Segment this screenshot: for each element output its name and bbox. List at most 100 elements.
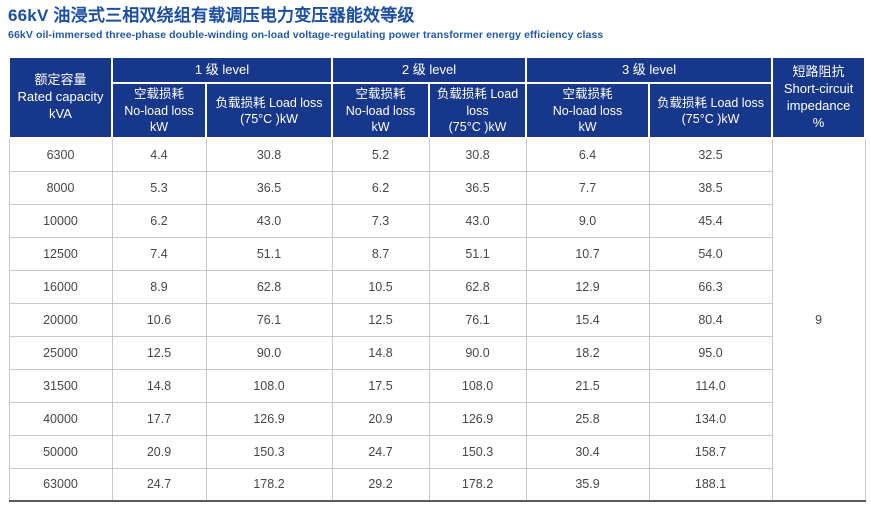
cell-l2-load: 51.1 xyxy=(428,236,527,271)
cell-capacity: 10000 xyxy=(8,203,113,238)
cell-l1-noload: 12.5 xyxy=(111,335,207,370)
cell-l3-noload: 15.4 xyxy=(525,302,650,337)
col-group-level-3: 3 级 level xyxy=(525,56,774,85)
cell-l1-noload: 7.4 xyxy=(111,236,207,271)
cell-l3-load: 80.4 xyxy=(648,302,773,337)
cell-l2-noload: 7.3 xyxy=(331,203,430,238)
cell-l3-load: 54.0 xyxy=(648,236,773,271)
cell-l1-noload: 20.9 xyxy=(111,434,207,469)
table-row: 6300 4.4 30.8 5.2 30.8 6.4 32.5 9 xyxy=(8,137,866,502)
cell-l3-noload: 25.8 xyxy=(525,401,650,436)
header-group-row: 额定容量 Rated capacity kVA 1 级 level 2 级 le… xyxy=(8,56,867,140)
col-header-l1-load: 负载损耗 Load loss (75°C )kW xyxy=(204,82,334,140)
cell-l1-load: 150.3 xyxy=(205,434,333,469)
cell-l1-noload: 17.7 xyxy=(111,401,207,436)
cell-l2-noload: 14.8 xyxy=(331,335,430,370)
table-row: 50000 20.9 150.3 24.7 150.3 30.4 158.7 xyxy=(8,434,865,469)
cell-l2-noload: 24.7 xyxy=(331,434,430,469)
cell-l3-noload: 21.5 xyxy=(525,368,650,403)
cell-l3-noload: 35.9 xyxy=(525,467,650,502)
cell-l2-noload: 12.5 xyxy=(331,302,430,337)
cell-l3-load: 188.1 xyxy=(648,467,773,502)
cell-l2-noload: 20.9 xyxy=(331,401,430,436)
cell-l3-load: 66.3 xyxy=(648,269,773,304)
cell-l1-load: 76.1 xyxy=(205,302,333,337)
cell-l2-load: 30.8 xyxy=(428,137,527,172)
header-sub-row: 空载损耗 No-load loss kW 负载损耗 Load loss (75°… xyxy=(9,82,865,140)
cell-l1-noload: 10.6 xyxy=(111,302,207,337)
cell-l1-load: 30.8 xyxy=(205,137,333,172)
cell-capacity: 31500 xyxy=(8,368,113,403)
cell-l1-load: 126.9 xyxy=(205,401,333,436)
cell-l1-noload: 5.3 xyxy=(111,170,207,205)
table-row: 16000 8.9 62.8 10.5 62.8 12.9 66.3 xyxy=(8,269,865,304)
cell-l2-noload: 5.2 xyxy=(331,137,430,172)
col-group-level-1: 1 级 level xyxy=(110,56,334,85)
cell-l1-noload: 6.2 xyxy=(111,203,207,238)
table-row: 63000 24.7 178.2 29.2 178.2 35.9 188.1 xyxy=(8,467,865,502)
cell-l1-load: 90.0 xyxy=(205,335,333,370)
cell-l2-noload: 17.5 xyxy=(331,368,430,403)
cell-l2-load: 36.5 xyxy=(428,170,527,205)
table-row: 20000 10.6 76.1 12.5 76.1 15.4 80.4 xyxy=(8,302,865,337)
cell-l2-noload: 6.2 xyxy=(331,170,430,205)
cell-impedance-value: 9 xyxy=(771,137,866,502)
cell-l2-noload: 29.2 xyxy=(331,467,430,502)
cell-l1-noload: 8.9 xyxy=(111,269,207,304)
col-header-l2-noload: 空载损耗 No-load loss kW xyxy=(331,82,431,140)
table-row: 12500 7.4 51.1 8.7 51.1 10.7 54.0 xyxy=(8,236,865,271)
cell-capacity: 20000 xyxy=(8,302,113,337)
cell-l2-load: 178.2 xyxy=(428,467,527,502)
cell-capacity: 63000 xyxy=(8,467,113,502)
cell-l1-load: 178.2 xyxy=(205,467,333,502)
cell-l1-noload: 4.4 xyxy=(111,137,207,172)
table-row: 8000 5.3 36.5 6.2 36.5 7.7 38.5 xyxy=(8,170,865,205)
col-header-l2-load: 负载损耗 Load loss (75°C )kW xyxy=(428,82,528,140)
cell-l3-load: 114.0 xyxy=(648,368,773,403)
col-header-impedance: 短路阻抗 Short-circuit impedance % xyxy=(771,56,867,140)
cell-l2-load: 43.0 xyxy=(428,203,527,238)
cell-capacity: 12500 xyxy=(8,236,113,271)
cell-l2-load: 126.9 xyxy=(428,401,527,436)
col-header-l1-noload: 空载损耗 No-load loss kW xyxy=(111,82,207,140)
cell-capacity: 25000 xyxy=(8,335,113,370)
cell-l1-load: 43.0 xyxy=(205,203,333,238)
table-header: 额定容量 Rated capacity kVA 1 级 level 2 级 le… xyxy=(8,56,867,140)
cell-l3-load: 158.7 xyxy=(648,434,773,469)
cell-l3-load: 45.4 xyxy=(648,203,773,238)
cell-l2-load: 76.1 xyxy=(428,302,527,337)
cell-capacity: 6300 xyxy=(8,137,113,172)
col-header-l3-load: 负载损耗 Load loss (75°C )kW xyxy=(648,82,774,140)
cell-l1-load: 62.8 xyxy=(205,269,333,304)
table-row: 10000 6.2 43.0 7.3 43.0 9.0 45.4 xyxy=(8,203,865,238)
table-row: 40000 17.7 126.9 20.9 126.9 25.8 134.0 xyxy=(8,401,865,436)
cell-l3-noload: 9.0 xyxy=(525,203,650,238)
cell-l2-noload: 10.5 xyxy=(331,269,430,304)
cell-l1-noload: 24.7 xyxy=(111,467,207,502)
cell-l2-load: 108.0 xyxy=(428,368,527,403)
cell-l1-noload: 14.8 xyxy=(111,368,207,403)
cell-capacity: 50000 xyxy=(8,434,113,469)
cell-capacity: 40000 xyxy=(8,401,113,436)
col-header-l3-noload: 空载损耗 No-load loss kW xyxy=(525,82,651,140)
cell-l2-load: 90.0 xyxy=(428,335,527,370)
cell-capacity: 16000 xyxy=(8,269,113,304)
cell-l3-noload: 30.4 xyxy=(525,434,650,469)
cell-l3-noload: 18.2 xyxy=(525,335,650,370)
cell-l2-load: 62.8 xyxy=(428,269,527,304)
page-title: 66kV 油浸式三相双绕组有载调压电力变压器能效等级 xyxy=(8,6,415,25)
cell-l3-load: 38.5 xyxy=(648,170,773,205)
efficiency-table: 额定容量 Rated capacity kVA 1 级 level 2 级 le… xyxy=(8,56,867,503)
table-body: 6300 4.4 30.8 5.2 30.8 6.4 32.5 9 8000 5.3 36.5 6.2… xyxy=(8,137,866,502)
cell-l1-load: 108.0 xyxy=(205,368,333,403)
cell-l2-noload: 8.7 xyxy=(331,236,430,271)
table-row: 31500 14.8 108.0 17.5 108.0 21.5 114.0 xyxy=(8,368,865,403)
cell-l3-noload: 6.4 xyxy=(525,137,650,172)
cell-l3-load: 95.0 xyxy=(648,335,773,370)
cell-l3-noload: 7.7 xyxy=(525,170,650,205)
cell-l3-noload: 12.9 xyxy=(525,269,650,304)
cell-l3-load: 134.0 xyxy=(648,401,773,436)
cell-l3-load: 32.5 xyxy=(648,137,773,172)
col-header-rated-capacity: 额定容量 Rated capacity kVA xyxy=(8,56,113,140)
